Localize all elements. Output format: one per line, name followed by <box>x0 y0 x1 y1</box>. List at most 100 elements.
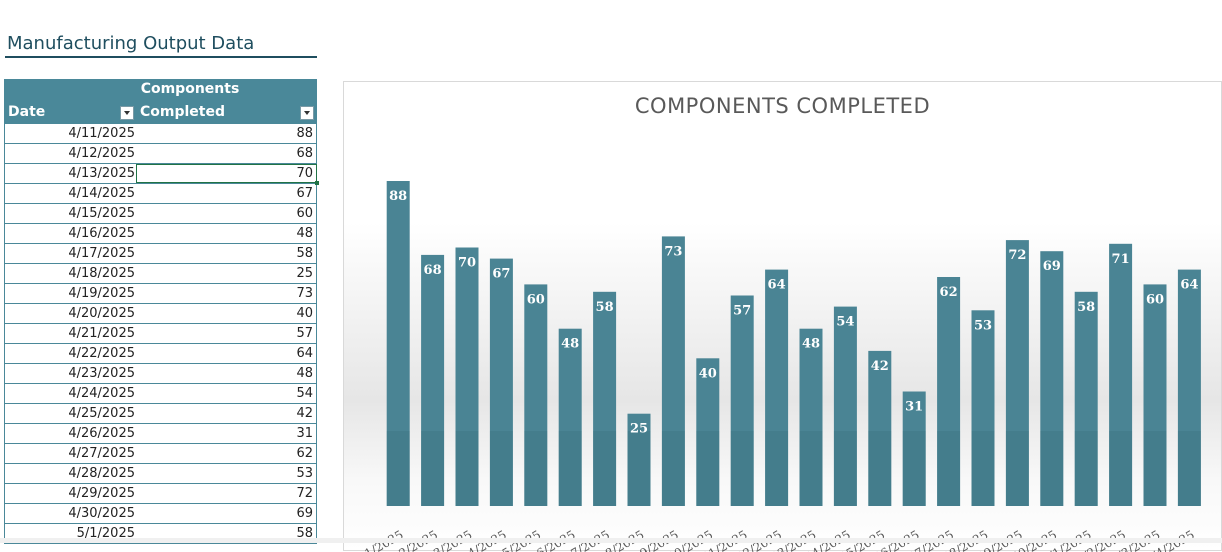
components-cell[interactable]: 58 <box>296 526 313 541</box>
components-cell[interactable]: 57 <box>296 326 313 341</box>
bar-shadow <box>455 431 479 506</box>
table-row[interactable]: 4/23/2025 48 <box>5 364 316 384</box>
date-cell[interactable]: 4/14/2025 <box>68 186 135 201</box>
table-row[interactable]: 4/28/2025 53 <box>5 464 316 484</box>
table-row[interactable]: 4/16/2025 48 <box>5 224 316 244</box>
date-cell[interactable]: 4/21/2025 <box>68 326 135 341</box>
components-cell[interactable]: 72 <box>296 486 313 501</box>
components-cell[interactable]: 25 <box>296 266 313 281</box>
date-cell[interactable]: 4/13/2025 <box>68 166 135 181</box>
bar[interactable] <box>1143 284 1167 506</box>
components-cell[interactable]: 67 <box>296 186 313 201</box>
bar-shadow <box>1143 431 1167 506</box>
bar[interactable] <box>833 306 857 506</box>
components-cell[interactable]: 69 <box>296 506 313 521</box>
components-cell[interactable]: 62 <box>296 446 313 461</box>
bar[interactable] <box>868 350 892 506</box>
bar[interactable] <box>627 413 651 506</box>
date-cell[interactable]: 4/27/2025 <box>68 446 135 461</box>
bar[interactable] <box>971 310 995 506</box>
bar[interactable] <box>558 328 582 506</box>
filter-dropdown-icon[interactable] <box>300 106 314 120</box>
table-row[interactable]: 4/21/2025 57 <box>5 324 316 344</box>
date-cell[interactable]: 4/30/2025 <box>68 506 135 521</box>
table-row[interactable]: 4/20/2025 40 <box>5 304 316 324</box>
horizontal-scrollbar[interactable] <box>0 538 1222 543</box>
date-cell[interactable]: 4/18/2025 <box>68 266 135 281</box>
bar[interactable] <box>1109 243 1133 507</box>
date-cell[interactable]: 4/17/2025 <box>68 246 135 261</box>
table-row[interactable]: 4/11/2025 88 <box>5 124 316 144</box>
table-row[interactable]: 4/18/2025 25 <box>5 264 316 284</box>
bar[interactable] <box>696 358 720 506</box>
table-row[interactable]: 4/25/2025 42 <box>5 404 316 424</box>
table-row[interactable]: 4/15/2025 60 <box>5 204 316 224</box>
header-components-bottom[interactable]: Completed <box>140 104 226 120</box>
date-cell[interactable]: 4/24/2025 <box>68 386 135 401</box>
date-cell[interactable]: 4/15/2025 <box>68 206 135 221</box>
table-row[interactable]: 4/26/2025 31 <box>5 424 316 444</box>
bar[interactable] <box>902 391 926 507</box>
table-row[interactable]: 4/19/2025 73 <box>5 284 316 304</box>
bar[interactable] <box>1005 240 1029 506</box>
components-cell[interactable]: 42 <box>296 406 313 421</box>
components-cell[interactable]: 31 <box>296 426 313 441</box>
components-cell[interactable]: 60 <box>296 206 313 221</box>
bar[interactable] <box>1040 251 1064 506</box>
date-cell[interactable]: 4/26/2025 <box>68 426 135 441</box>
bar[interactable] <box>386 181 410 506</box>
bar[interactable] <box>421 254 445 506</box>
bar[interactable] <box>937 277 961 506</box>
table-row[interactable]: 4/14/2025 67 <box>5 184 316 204</box>
bar[interactable] <box>593 291 617 506</box>
components-cell[interactable]: 73 <box>296 286 313 301</box>
date-cell[interactable]: 5/1/2025 <box>76 526 135 541</box>
filter-dropdown-icon[interactable] <box>120 106 134 120</box>
components-cell[interactable]: 40 <box>296 306 313 321</box>
chart-area[interactable]: COMPONENTS COMPLETED 88 4/11/2025 68 4/12/2… <box>343 81 1222 552</box>
components-cell[interactable]: 48 <box>296 366 313 381</box>
bar[interactable] <box>455 247 479 507</box>
components-cell[interactable]: 88 <box>296 126 313 141</box>
bar-shadow <box>971 431 995 506</box>
table-row[interactable]: 4/12/2025 68 <box>5 144 316 164</box>
date-cell[interactable]: 4/25/2025 <box>68 406 135 421</box>
bar[interactable] <box>489 258 513 506</box>
data-label: 72 <box>1008 248 1026 263</box>
bar[interactable] <box>1177 269 1201 506</box>
table-row[interactable]: 4/22/2025 64 <box>5 344 316 364</box>
bar[interactable] <box>524 284 548 506</box>
date-cell[interactable]: 4/29/2025 <box>68 486 135 501</box>
table-row[interactable]: 4/17/2025 58 <box>5 244 316 264</box>
table-row[interactable]: 4/27/2025 62 <box>5 444 316 464</box>
bar[interactable] <box>1074 291 1098 506</box>
components-cell[interactable]: 64 <box>296 346 313 361</box>
data-label: 58 <box>1077 300 1095 315</box>
date-cell[interactable]: 4/19/2025 <box>68 286 135 301</box>
components-cell[interactable]: 53 <box>296 466 313 481</box>
bar[interactable] <box>799 328 823 506</box>
date-cell[interactable]: 4/11/2025 <box>68 126 135 141</box>
date-cell[interactable]: 4/16/2025 <box>68 226 135 241</box>
bar[interactable] <box>765 269 789 506</box>
bar-shadow <box>937 431 961 506</box>
table-row[interactable]: 4/13/2025 70 <box>5 164 319 185</box>
bar-shadow <box>868 431 892 506</box>
components-cell[interactable]: 70 <box>296 166 313 181</box>
date-cell[interactable]: 4/22/2025 <box>68 346 135 361</box>
header-date[interactable]: Date <box>8 104 46 120</box>
date-cell[interactable]: 4/23/2025 <box>68 366 135 381</box>
table-row[interactable]: 4/29/2025 72 <box>5 484 316 504</box>
components-cell[interactable]: 68 <box>296 146 313 161</box>
bar[interactable] <box>730 295 754 507</box>
components-cell[interactable]: 48 <box>296 226 313 241</box>
date-cell[interactable]: 4/20/2025 <box>68 306 135 321</box>
components-cell[interactable]: 54 <box>296 386 313 401</box>
date-cell[interactable]: 4/28/2025 <box>68 466 135 481</box>
table-row[interactable]: 4/24/2025 54 <box>5 384 316 404</box>
components-cell[interactable]: 58 <box>296 246 313 261</box>
table-row[interactable]: 4/30/2025 69 <box>5 504 316 524</box>
bar-shadow <box>833 431 857 506</box>
bar[interactable] <box>661 236 685 506</box>
date-cell[interactable]: 4/12/2025 <box>68 146 135 161</box>
